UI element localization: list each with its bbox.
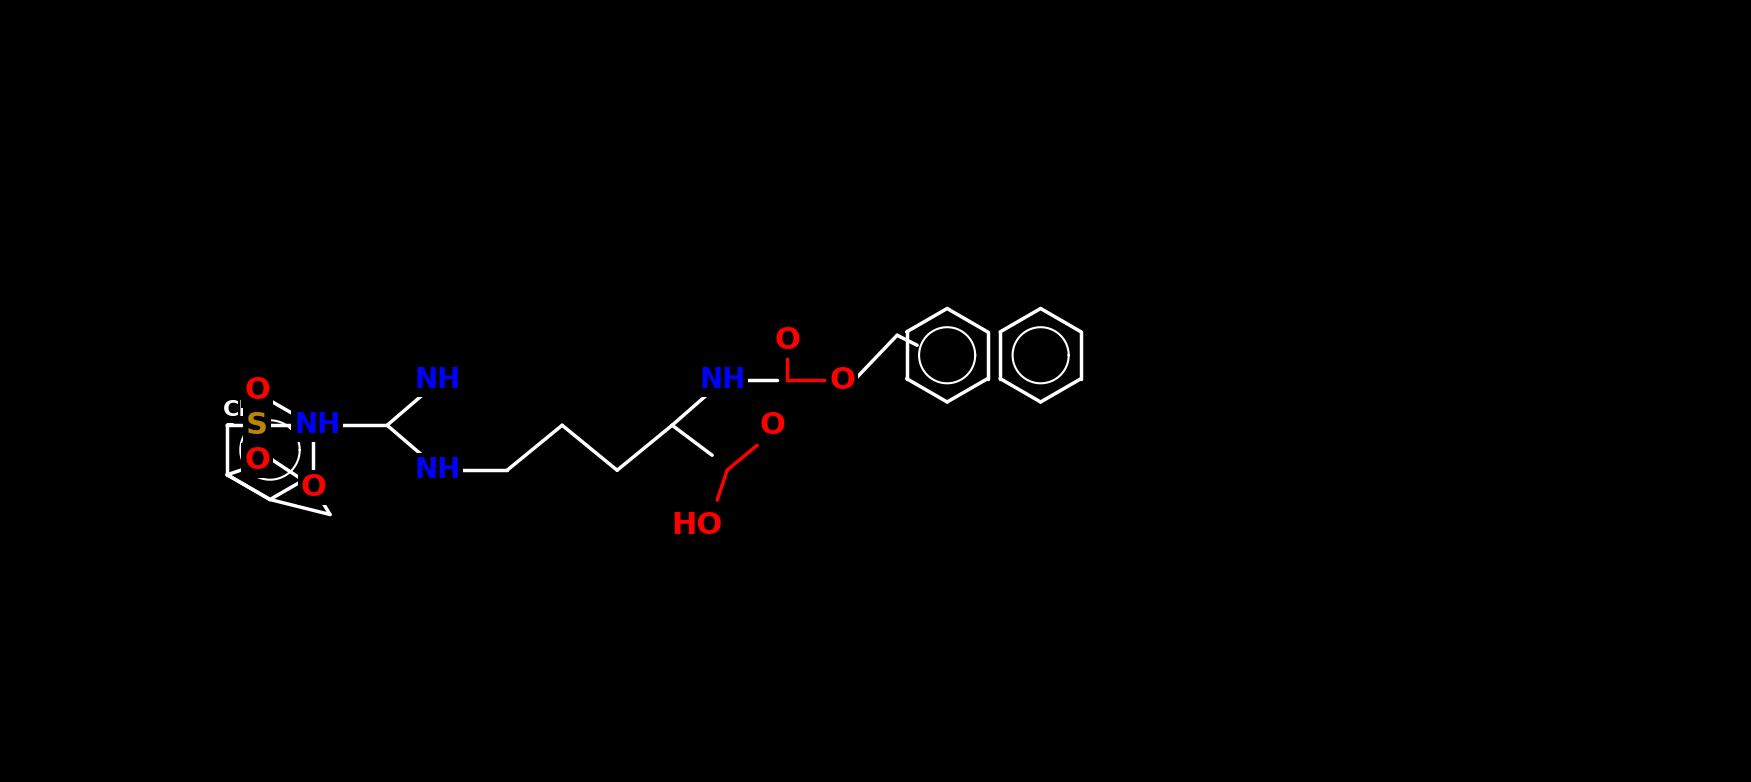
Text: NH: NH — [413, 456, 461, 484]
Text: O: O — [760, 411, 784, 439]
Text: NH: NH — [413, 366, 461, 394]
Text: NH: NH — [699, 366, 746, 394]
Text: CH₃: CH₃ — [222, 400, 268, 421]
Text: O: O — [301, 472, 326, 501]
Text: O: O — [774, 326, 800, 355]
Text: S: S — [247, 411, 268, 439]
Text: NH: NH — [294, 411, 340, 439]
Text: O: O — [830, 366, 854, 395]
Text: O: O — [243, 375, 270, 405]
Text: O: O — [243, 446, 270, 475]
Text: HO: HO — [671, 511, 723, 540]
